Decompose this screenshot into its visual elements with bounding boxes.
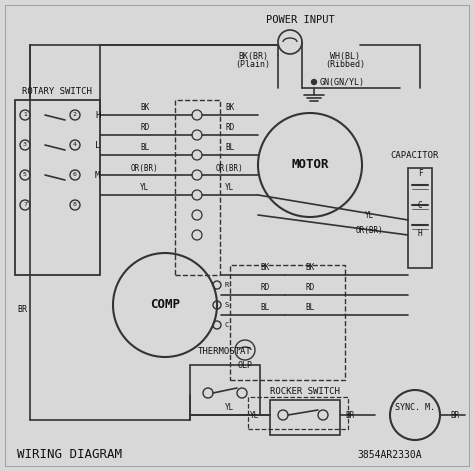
Text: BL: BL: [305, 303, 315, 312]
Text: 7: 7: [23, 203, 27, 208]
Text: CAPACITOR: CAPACITOR: [391, 151, 439, 160]
Text: H: H: [418, 228, 422, 237]
Text: COMP: COMP: [150, 299, 180, 311]
Text: WIRING DIAGRAM: WIRING DIAGRAM: [18, 448, 122, 462]
Text: OR(BR): OR(BR): [216, 163, 244, 172]
Bar: [230, 265, 345, 380]
Text: YL: YL: [225, 184, 235, 193]
Bar: [270, 400, 340, 435]
Text: (Plain): (Plain): [236, 60, 271, 70]
Text: MOTOR: MOTOR: [291, 159, 329, 171]
Bar: [408, 168, 432, 268]
Bar: [248, 397, 348, 429]
Text: H: H: [95, 111, 100, 120]
Text: SYNC. M.: SYNC. M.: [395, 403, 435, 412]
Text: OLP: OLP: [237, 360, 253, 370]
Text: POWER INPUT: POWER INPUT: [265, 15, 334, 25]
Text: BR: BR: [450, 411, 460, 420]
Text: BL: BL: [140, 144, 150, 153]
Text: (Ribbed): (Ribbed): [325, 60, 365, 70]
Text: RD: RD: [140, 123, 150, 132]
Bar: [190, 365, 260, 415]
Text: 6: 6: [73, 172, 77, 178]
Text: GN(GN/YL): GN(GN/YL): [320, 78, 365, 87]
Text: RD: RD: [260, 284, 270, 292]
Text: C: C: [418, 201, 422, 210]
Text: 1: 1: [23, 113, 27, 117]
Text: YL: YL: [365, 211, 374, 219]
Text: BL: BL: [260, 303, 270, 312]
Text: YL: YL: [225, 404, 235, 413]
Text: BR: BR: [346, 411, 355, 420]
Text: BK: BK: [140, 104, 150, 113]
Text: BK: BK: [225, 104, 235, 113]
Text: S: S: [225, 302, 229, 308]
Bar: [15, 100, 100, 275]
Text: L: L: [95, 140, 100, 149]
Text: 3: 3: [23, 143, 27, 147]
Text: BL: BL: [225, 144, 235, 153]
Text: F: F: [418, 169, 422, 178]
Text: ROCKER SWITCH: ROCKER SWITCH: [270, 388, 340, 397]
Text: BK: BK: [305, 263, 315, 273]
Text: WH(BL): WH(BL): [330, 52, 360, 62]
Text: BK(BR): BK(BR): [238, 52, 268, 62]
Text: 8: 8: [73, 203, 77, 208]
Text: M: M: [95, 171, 100, 179]
Text: 3854AR2330A: 3854AR2330A: [358, 450, 422, 460]
Text: RD: RD: [305, 284, 315, 292]
Text: YL: YL: [140, 184, 150, 193]
Text: 2: 2: [73, 113, 77, 117]
Text: YL: YL: [250, 411, 260, 420]
Bar: [175, 100, 220, 275]
Text: OR(BR): OR(BR): [356, 226, 384, 235]
Text: BK: BK: [260, 263, 270, 273]
Text: C: C: [225, 322, 229, 328]
Text: THERMOSTAT: THERMOSTAT: [198, 348, 252, 357]
Text: OR(BR): OR(BR): [131, 163, 159, 172]
Circle shape: [311, 80, 317, 84]
Text: 5: 5: [23, 172, 27, 178]
Text: R: R: [225, 282, 229, 288]
Text: BR: BR: [17, 306, 27, 315]
Text: RD: RD: [225, 123, 235, 132]
Text: ROTARY SWITCH: ROTARY SWITCH: [22, 88, 92, 97]
Text: 4: 4: [73, 143, 77, 147]
